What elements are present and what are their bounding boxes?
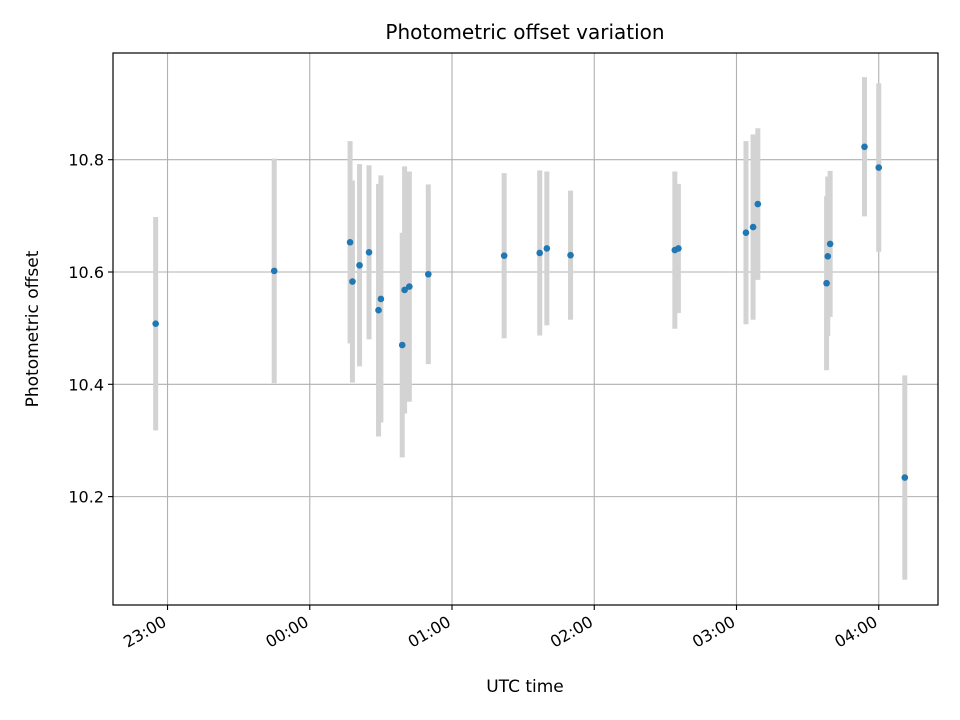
data-point [375,306,382,314]
data-point [500,252,508,260]
data-point [349,278,356,285]
data-point [401,286,408,294]
y-tick-label: 10.4 [68,375,104,394]
data-point [356,261,363,269]
data-point [346,238,354,246]
y-tick-label: 10.6 [68,263,104,282]
chart-title: Photometric offset variation [385,20,664,44]
data-point [567,251,574,259]
data-points [152,143,909,481]
plot-area [113,53,938,605]
x-axis-title: UTC time [486,677,564,697]
data-point [826,240,834,248]
data-point [425,270,432,278]
y-tick-label: 10.2 [68,488,104,507]
data-point [536,249,544,257]
data-point [543,245,551,252]
data-point [861,143,868,151]
data-point [270,267,278,275]
data-point [875,164,883,171]
y-axis-title: Photometric offset [23,250,43,407]
data-point [406,283,413,290]
data-point [824,252,832,260]
data-point [754,200,762,208]
data-point [823,279,830,287]
data-point [398,341,406,349]
data-point [377,295,385,303]
plot-frame [112,52,939,606]
data-point [365,249,373,256]
data-point [901,474,909,481]
grid [113,53,938,605]
data-point [675,245,682,252]
y-tick-label: 10.8 [68,151,104,170]
data-point [749,223,757,231]
y-axis-ticks: 10.2 10.4 10.6 10.8 [68,151,113,507]
data-point [742,229,750,236]
data-point [152,320,159,327]
